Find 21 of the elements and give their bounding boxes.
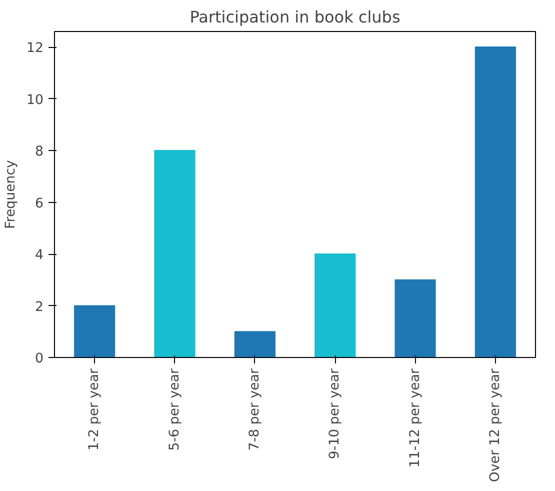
y-tick-label: 6 (35, 196, 44, 212)
bar (314, 254, 356, 358)
bar (394, 279, 436, 358)
y-tick-label: 12 (26, 41, 44, 56)
x-tick-label: 7-8 per year (247, 368, 262, 451)
bar (154, 150, 196, 358)
y-tick-label: 0 (35, 352, 44, 366)
bar (474, 46, 516, 358)
x-tick-label: 1-2 per year (87, 368, 102, 451)
x-tick-label: 5-6 per year (167, 368, 182, 451)
chart-title: Participation in book clubs (190, 8, 400, 26)
bar (234, 331, 276, 358)
x-tick-label: 9-10 per year (328, 368, 343, 460)
x-tick-label: Over 12 per year (488, 368, 503, 482)
y-tick-label: 4 (35, 248, 44, 264)
y-tick-label: 10 (26, 92, 44, 108)
y-tick-label: 8 (35, 144, 44, 160)
x-tick-label: 11-12 per year (408, 368, 423, 468)
bar (74, 305, 116, 358)
y-axis-title: Frequency (4, 160, 19, 229)
y-tick-label: 2 (35, 300, 44, 315)
